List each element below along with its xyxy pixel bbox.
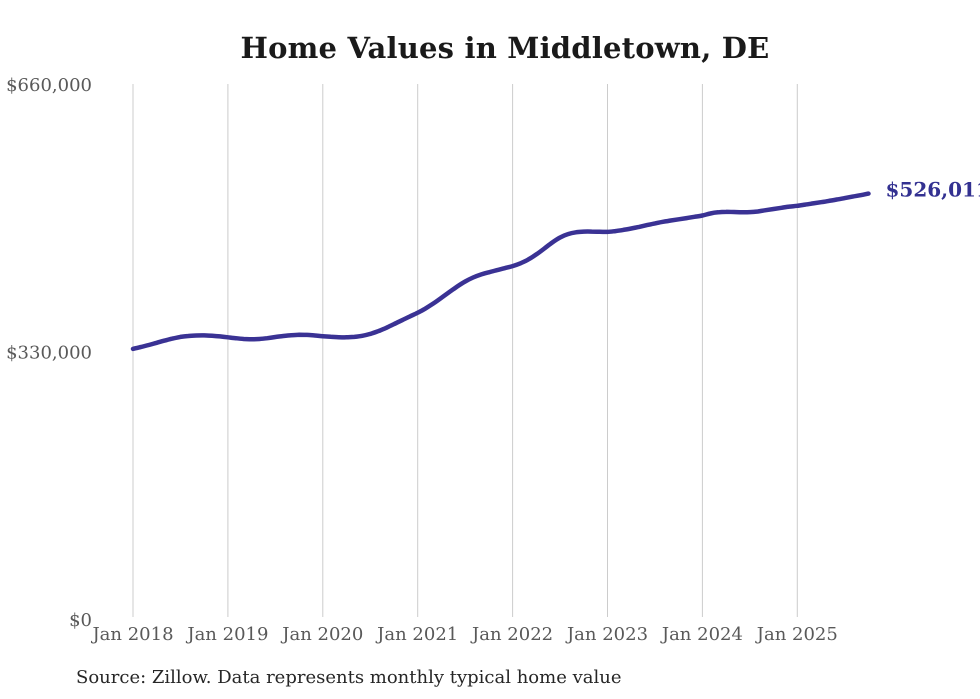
x-axis-tick-label: Jan 2022 <box>470 624 553 645</box>
year-gridlines-group <box>132 84 798 617</box>
home-value-line <box>130 191 871 352</box>
current-value-label: $526,011 <box>886 178 980 202</box>
x-axis-tick-label: Jan 2024 <box>660 624 743 645</box>
y-axis-tick-label: $0 <box>69 610 92 631</box>
x-axis-tick-label: Jan 2018 <box>90 624 173 645</box>
chart-title: Home Values in Middletown, DE <box>241 31 770 65</box>
x-axis-tick-label: Jan 2019 <box>185 624 268 645</box>
x-axis-tick-label: Jan 2025 <box>755 624 838 645</box>
x-axis-tick-label: Jan 2020 <box>280 624 363 645</box>
source-note: Source: Zillow. Data represents monthly … <box>76 667 622 688</box>
x-axis-tick-label: Jan 2021 <box>375 624 458 645</box>
x-axis-labels-group: Jan 2018 Jan 2019 Jan 2020 Jan 2021 Jan 2022… <box>90 624 837 645</box>
x-axis-tick-label: Jan 2023 <box>565 624 648 645</box>
y-axis-labels-group: $0 $330,000 $660,000 <box>6 75 92 631</box>
y-axis-tick-label: $660,000 <box>6 75 92 96</box>
y-axis-tick-label: $330,000 <box>6 343 92 364</box>
